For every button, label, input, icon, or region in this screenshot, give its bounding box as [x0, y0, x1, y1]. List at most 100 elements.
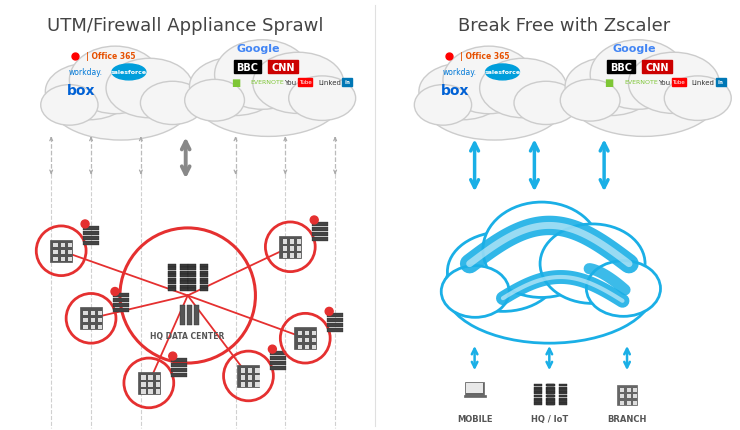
Bar: [53, 258, 58, 262]
Bar: [83, 231, 99, 235]
Bar: [620, 388, 624, 392]
Bar: [559, 390, 568, 392]
Bar: [290, 246, 295, 251]
Bar: [53, 92, 189, 123]
Bar: [327, 313, 343, 318]
Bar: [342, 79, 352, 86]
Ellipse shape: [195, 61, 343, 137]
Bar: [627, 388, 630, 392]
Bar: [248, 375, 252, 380]
Bar: [546, 392, 554, 394]
Bar: [270, 351, 286, 355]
Bar: [305, 345, 309, 349]
Bar: [425, 92, 563, 123]
Bar: [90, 325, 95, 329]
Ellipse shape: [112, 65, 146, 81]
Bar: [546, 387, 554, 389]
Bar: [98, 325, 102, 329]
Bar: [180, 271, 188, 274]
Bar: [465, 382, 485, 395]
Bar: [180, 289, 188, 292]
Bar: [312, 338, 317, 342]
Text: salesforce: salesforce: [485, 70, 520, 75]
Bar: [534, 387, 542, 389]
Bar: [171, 368, 186, 372]
Bar: [68, 243, 73, 248]
Bar: [534, 400, 542, 402]
Bar: [168, 285, 175, 288]
Bar: [141, 389, 146, 394]
Bar: [633, 401, 637, 405]
Bar: [312, 237, 328, 241]
Text: ■: ■: [231, 78, 240, 88]
Bar: [312, 331, 317, 335]
Bar: [155, 382, 160, 387]
Bar: [546, 390, 554, 392]
Bar: [269, 61, 298, 74]
Bar: [642, 61, 672, 74]
Bar: [327, 329, 343, 332]
Ellipse shape: [565, 58, 656, 116]
Bar: [298, 79, 312, 86]
Bar: [168, 274, 175, 277]
Ellipse shape: [414, 86, 471, 126]
Bar: [200, 267, 208, 270]
Circle shape: [269, 345, 276, 353]
Bar: [270, 366, 286, 370]
Text: CNN: CNN: [645, 63, 669, 73]
Ellipse shape: [50, 67, 192, 141]
Bar: [53, 243, 58, 248]
Ellipse shape: [45, 64, 132, 120]
Bar: [548, 395, 555, 397]
Bar: [572, 87, 716, 118]
Bar: [248, 369, 252, 373]
Bar: [168, 271, 175, 274]
Bar: [464, 395, 485, 397]
Bar: [240, 375, 245, 380]
Bar: [312, 227, 328, 231]
Text: EVERNOTE: EVERNOTE: [250, 80, 284, 85]
Ellipse shape: [560, 80, 620, 122]
Bar: [188, 267, 195, 270]
Bar: [155, 389, 160, 394]
Text: Tube: Tube: [299, 80, 312, 85]
Bar: [234, 61, 261, 74]
Bar: [168, 278, 175, 281]
Bar: [180, 285, 188, 288]
Bar: [98, 311, 102, 315]
Bar: [548, 403, 555, 405]
Bar: [200, 289, 208, 292]
Bar: [546, 398, 554, 400]
Ellipse shape: [289, 77, 356, 121]
Bar: [559, 392, 568, 394]
Ellipse shape: [189, 58, 280, 116]
Bar: [534, 398, 542, 400]
Bar: [559, 400, 568, 402]
Bar: [240, 382, 245, 387]
Bar: [113, 294, 129, 298]
Circle shape: [310, 216, 318, 224]
Bar: [171, 358, 186, 362]
Bar: [98, 318, 102, 322]
Circle shape: [81, 221, 89, 228]
Ellipse shape: [483, 203, 600, 298]
Bar: [188, 281, 195, 284]
Bar: [548, 390, 555, 392]
Ellipse shape: [665, 77, 731, 121]
Bar: [607, 61, 635, 74]
Bar: [248, 382, 252, 387]
Bar: [188, 285, 195, 288]
Text: HQ DATA CENTER: HQ DATA CENTER: [150, 331, 225, 340]
Bar: [548, 384, 555, 386]
Text: CNN: CNN: [272, 63, 295, 73]
Bar: [559, 403, 568, 405]
Text: | Office 365: | Office 365: [86, 52, 135, 60]
Ellipse shape: [485, 65, 519, 81]
Bar: [200, 278, 208, 281]
Bar: [534, 403, 542, 405]
Text: | Office 365: | Office 365: [460, 52, 509, 60]
Bar: [155, 375, 160, 380]
Bar: [68, 258, 73, 262]
Bar: [53, 251, 58, 255]
Bar: [171, 363, 186, 367]
